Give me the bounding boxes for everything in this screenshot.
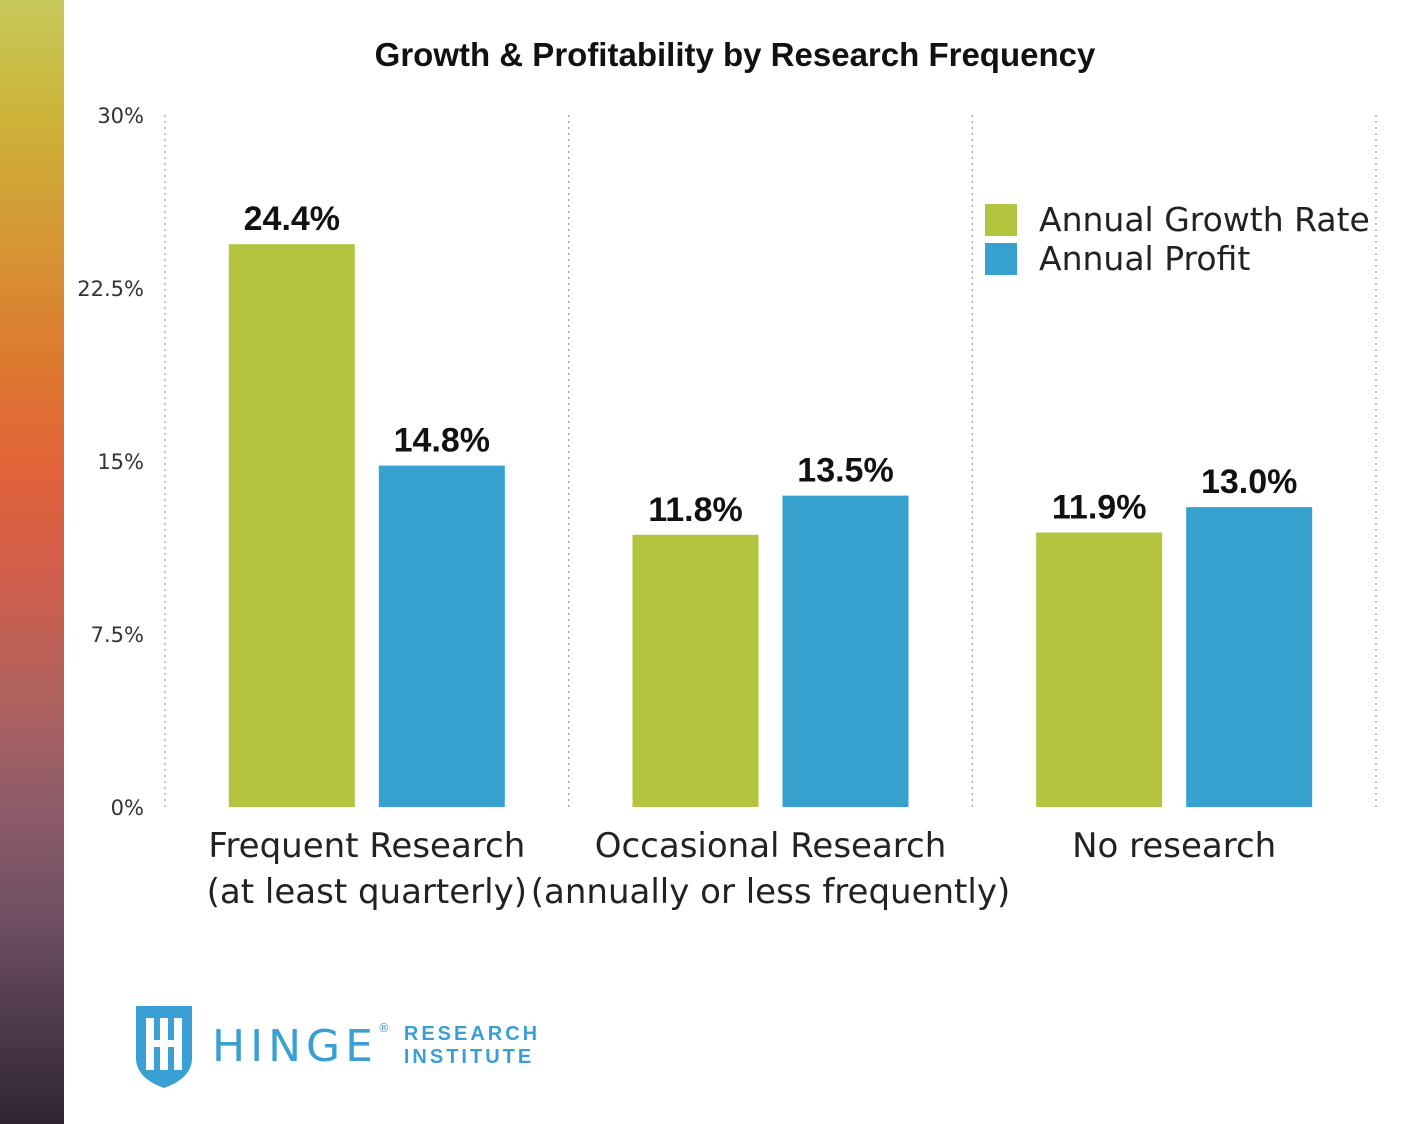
y-tick-label: 30%	[97, 104, 144, 128]
legend-swatch-growth	[985, 203, 1017, 236]
y-tick-label: 7.5%	[91, 623, 144, 647]
legend-item-growth: Annual Growth Rate	[985, 200, 1370, 239]
category-label: No research	[1072, 826, 1276, 866]
y-tick-label: 0%	[111, 796, 144, 820]
y-tick-label: 15%	[97, 450, 144, 474]
decorative-landscape-strip	[0, 0, 64, 1124]
legend-label-profit: Annual Profit	[1039, 239, 1251, 278]
data-label: 13.0%	[1201, 463, 1297, 501]
legend-label-growth: Annual Growth Rate	[1039, 200, 1370, 239]
bar	[378, 465, 505, 807]
logo-subtitle-line1: RESEARCH	[403, 1023, 541, 1045]
shield-icon	[136, 1006, 192, 1088]
y-tick-label: 22.5%	[77, 277, 144, 301]
category-label: Frequent Research	[208, 826, 525, 866]
data-label: 11.8%	[648, 491, 743, 529]
category-label: Occasional Research	[595, 826, 947, 866]
bar	[1036, 532, 1163, 807]
legend-item-profit: Annual Profit	[985, 239, 1370, 278]
legend: Annual Growth Rate Annual Profit	[985, 200, 1370, 278]
bar	[782, 495, 909, 807]
data-label: 11.9%	[1052, 489, 1147, 527]
data-label: 14.8%	[394, 422, 490, 460]
legend-swatch-profit	[985, 242, 1017, 275]
logo-subtitle: RESEARCH INSTITUTE	[404, 1023, 540, 1069]
category-label: (at least quarterly)	[207, 872, 527, 912]
logo-subtitle-line2: INSTITUTE	[403, 1046, 535, 1068]
category-label: (annually or less frequently)	[531, 872, 1010, 912]
hinge-logo: HINGE® RESEARCH INSTITUTE	[132, 1002, 540, 1090]
chart-title: Growth & Profitability by Research Frequ…	[374, 36, 1096, 73]
bar	[228, 244, 355, 807]
bar	[1186, 507, 1313, 807]
data-label: 13.5%	[797, 452, 893, 490]
bar	[632, 534, 759, 807]
data-label: 24.4%	[244, 200, 340, 238]
logo-wordmark: HINGE®	[212, 1020, 390, 1072]
